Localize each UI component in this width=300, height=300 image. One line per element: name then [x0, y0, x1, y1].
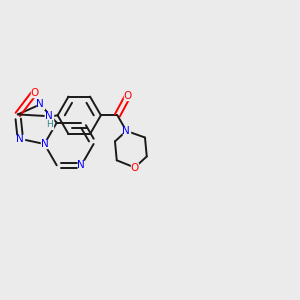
Text: O: O [124, 91, 132, 101]
Text: H: H [46, 120, 53, 129]
Bar [46, 120, 53, 128]
Bar [46, 112, 53, 120]
Bar [123, 127, 130, 135]
Text: N: N [16, 134, 24, 144]
Text: O: O [30, 88, 38, 98]
Bar [131, 163, 138, 172]
Text: O: O [130, 163, 139, 172]
Text: N: N [40, 139, 48, 149]
Text: N: N [45, 111, 53, 121]
Text: N: N [77, 160, 85, 170]
Bar [78, 161, 85, 170]
Bar [17, 135, 24, 143]
Bar [31, 88, 38, 97]
Bar [41, 140, 48, 148]
Bar [124, 92, 131, 100]
Bar [37, 100, 44, 109]
Text: N: N [36, 99, 44, 110]
Text: N: N [122, 126, 130, 136]
